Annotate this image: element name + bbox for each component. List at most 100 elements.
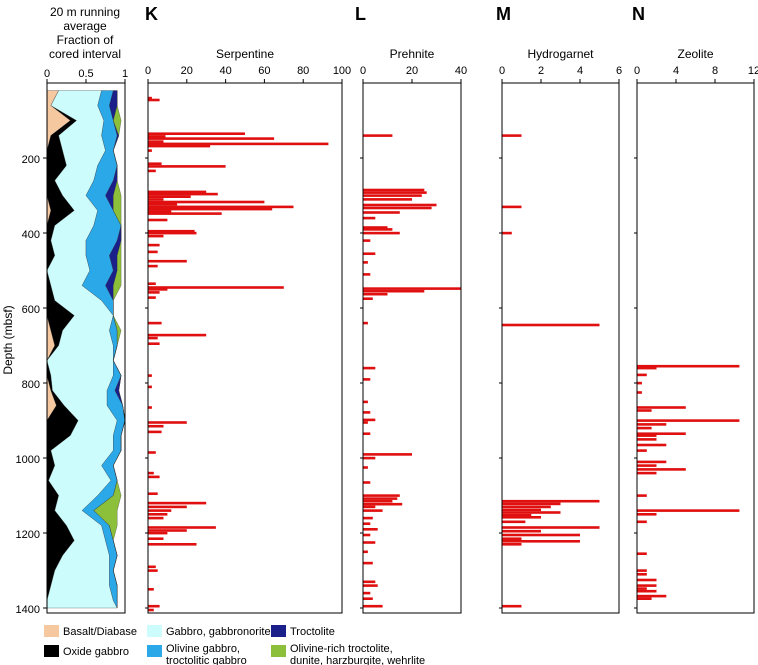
bar-K-31 [148, 286, 284, 289]
bar-K-54 [148, 526, 216, 529]
xtick-label-L-1: 20 [406, 65, 418, 77]
xtick-label-K-4: 80 [297, 65, 309, 77]
bar-L-12 [363, 239, 371, 242]
bar-K-44 [148, 430, 162, 434]
bar-K-14 [148, 195, 191, 198]
bar-K-27 [148, 250, 158, 254]
bar-K-57 [148, 537, 164, 540]
bar-N-17 [637, 468, 686, 471]
strip-title-line-3: Fraction of [57, 33, 114, 47]
bar-L-15 [363, 273, 371, 276]
bar-M-1 [502, 205, 522, 209]
bar-M-5 [502, 502, 561, 506]
bar-K-22 [148, 218, 168, 222]
ytick-400: 400 [22, 229, 40, 241]
bar-K-42 [148, 421, 187, 424]
bar-L-22 [363, 378, 371, 381]
bar-K-11 [148, 169, 156, 173]
bar-N-1 [637, 366, 657, 370]
bar-K-7 [148, 144, 211, 148]
bar-K-1 [148, 98, 160, 102]
bar-K-32 [148, 288, 168, 291]
bar-K-15 [148, 198, 164, 201]
bar-L-4 [363, 198, 412, 201]
strip-xtick-1: 1 [122, 68, 128, 80]
bar-K-40 [148, 385, 152, 389]
bar-L-40 [363, 528, 378, 531]
bar-N-15 [637, 460, 667, 464]
bar-K-18 [148, 205, 294, 209]
xtick-label-N-0: 0 [634, 65, 640, 77]
bar-N-30 [637, 594, 667, 598]
bar-L-3 [363, 194, 422, 197]
bar-L-37 [363, 509, 383, 512]
bar-L-2 [363, 191, 427, 194]
bar-N-24 [637, 569, 647, 572]
bar-K-2 [148, 132, 245, 135]
bar-N-5 [637, 406, 686, 409]
bar-N-23 [637, 552, 647, 555]
panel-frame-K [147, 82, 343, 614]
bar-L-8 [363, 216, 376, 220]
bar-L-25 [363, 418, 376, 422]
legend-label-olivine-gabbro-1: Olivine gabbro, [166, 643, 240, 655]
bar-M-12 [502, 526, 600, 529]
bar-M-15 [502, 537, 522, 540]
bar-K-35 [148, 321, 162, 325]
panel-frame-N [636, 82, 755, 614]
legend-label-basalt: Basalt/Diabase [63, 626, 137, 638]
ytick-200: 200 [22, 154, 40, 166]
bar-K-46 [148, 471, 154, 475]
bar-L-29 [363, 456, 376, 460]
bar-K-10 [148, 165, 226, 168]
panel-letter-N: N [632, 4, 645, 24]
panel-frame-M [501, 82, 620, 614]
bar-L-44 [363, 561, 373, 565]
strip-area-olivine-rich [93, 90, 126, 608]
bar-L-19 [363, 297, 373, 300]
legend-label-troctolite: Troctolite [290, 626, 335, 638]
bar-N-14 [637, 449, 647, 452]
xtick-label-M-3: 6 [616, 65, 622, 77]
bar-N-6 [637, 409, 652, 412]
strip-title-line-4: cored interval [49, 47, 121, 61]
legend-swatch-basalt [44, 625, 59, 637]
bar-K-3 [148, 135, 166, 138]
bar-L-35 [363, 502, 403, 506]
legend-swatch-troctolite [271, 625, 286, 637]
legend-label-olivine-gabbro-2: troctolitic gabbro [166, 655, 247, 665]
bar-N-4 [637, 391, 642, 394]
legend-swatch-oxide [44, 645, 59, 657]
bar-L-39 [363, 522, 371, 525]
bar-L-45 [363, 580, 376, 584]
panel-title-M: Hydrogarnet [527, 47, 594, 61]
bar-M-7 [502, 508, 541, 512]
bar-N-21 [637, 513, 657, 516]
bar-N-26 [637, 578, 657, 582]
panel-title-L: Prehnite [390, 47, 435, 61]
bar-L-48 [363, 597, 373, 600]
xtick-label-M-2: 4 [577, 65, 583, 77]
bar-K-20 [148, 210, 172, 213]
strip-xtick-0.5: 0.5 [78, 68, 93, 80]
ytick-600: 600 [22, 304, 40, 316]
bar-N-29 [637, 589, 657, 593]
bar-K-6 [148, 142, 329, 146]
ytick-800: 800 [22, 379, 40, 391]
bar-L-43 [363, 550, 368, 554]
bar-L-47 [363, 591, 371, 595]
bar-K-47 [148, 475, 160, 479]
legend-swatch-olivine-gabbro [147, 645, 162, 657]
bar-N-16 [637, 464, 657, 467]
bar-K-63 [148, 608, 154, 612]
bar-N-0 [637, 364, 740, 368]
ytick-1000: 1000 [16, 454, 40, 466]
bar-K-45 [148, 451, 156, 454]
xtick-label-K-5: 100 [333, 65, 351, 77]
bar-K-51 [148, 509, 172, 512]
legend-label-olivine-rich-2: dunite, harzburgite, wehrlite [290, 655, 425, 665]
legend: Basalt/Diabase Oxide gabbro Gabbro, gabb… [44, 625, 425, 665]
bar-M-4 [502, 499, 600, 503]
legend-swatch-olivine-rich [271, 645, 286, 657]
